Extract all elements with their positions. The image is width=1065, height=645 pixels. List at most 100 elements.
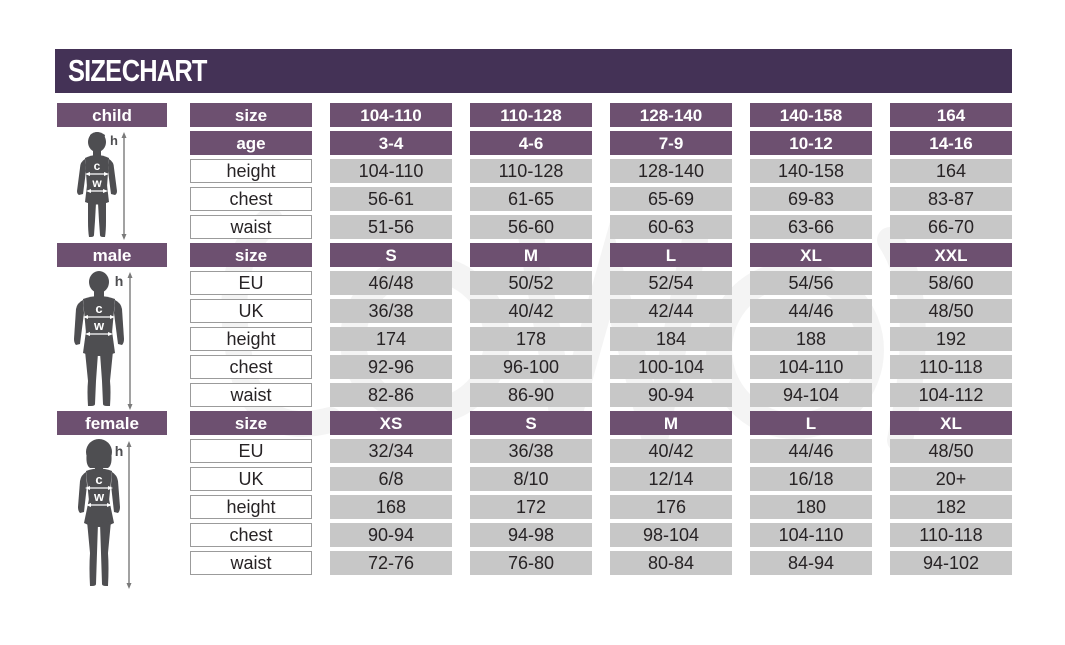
child-waist-value-3: 63-66: [750, 215, 872, 239]
male-UK-value-0: 36/38: [330, 299, 452, 323]
female-row-label-size: size: [190, 411, 312, 435]
male-size-value-0: S: [330, 243, 452, 267]
child-size-value-1: 110-128: [470, 103, 592, 127]
female-waist-value-0: 72-76: [330, 551, 452, 575]
female-chest-value-3: 104-110: [750, 523, 872, 547]
svg-text:c: c: [95, 472, 102, 487]
child-chest-value-0: 56-61: [330, 187, 452, 211]
child-silhouette: c w h: [77, 132, 127, 240]
child-age-value-2: 7-9: [610, 131, 732, 155]
section-label-female: female: [57, 411, 167, 435]
female-UK-value-1: 8/10: [470, 467, 592, 491]
female-height-value-2: 176: [610, 495, 732, 519]
child-chest-value-4: 83-87: [890, 187, 1012, 211]
female-EU-value-4: 48/50: [890, 439, 1012, 463]
child-height-value-1: 110-128: [470, 159, 592, 183]
section-female: female size XS S M L XL EU 32/34 36/38 40/42 44/46 4…: [57, 411, 1012, 589]
male-row-label-EU: EU: [190, 271, 312, 295]
child-height-value-2: 128-140: [610, 159, 732, 183]
female-height-value-1: 172: [470, 495, 592, 519]
female-EU-value-0: 32/34: [330, 439, 452, 463]
svg-text:c: c: [94, 159, 101, 173]
child-size-row: child size 104-110 110-128 128-140 140-158 164: [57, 103, 1012, 127]
male-chest-value-2: 100-104: [610, 355, 732, 379]
female-chest-value-4: 110-118: [890, 523, 1012, 547]
female-chest-value-2: 98-104: [610, 523, 732, 547]
female-size-value-3: L: [750, 411, 872, 435]
male-size-value-1: M: [470, 243, 592, 267]
svg-text:w: w: [93, 489, 105, 504]
female-row-label-waist: waist: [190, 551, 312, 575]
male-waist-value-2: 90-94: [610, 383, 732, 407]
male-waist-value-1: 86-90: [470, 383, 592, 407]
female-EU-row: EU 32/34 36/38 40/42 44/46 48/50: [57, 439, 1012, 463]
male-UK-value-1: 40/42: [470, 299, 592, 323]
female-size-value-1: S: [470, 411, 592, 435]
child-size-value-4: 164: [890, 103, 1012, 127]
female-EU-value-2: 40/42: [610, 439, 732, 463]
child-age-value-0: 3-4: [330, 131, 452, 155]
child-size-value-0: 104-110: [330, 103, 452, 127]
male-row-label-size: size: [190, 243, 312, 267]
title-bar: SIZE CHART: [55, 49, 1012, 93]
child-waist-value-0: 51-56: [330, 215, 452, 239]
child-height-value-3: 140-158: [750, 159, 872, 183]
child-age-row: age 3-4 4-6 7-9 10-12 14-16: [57, 131, 1012, 155]
size-table: child size 104-110 110-128 128-140 140-158 164…: [57, 103, 1012, 589]
female-UK-row: UK 6/8 8/10 12/14 16/18 20+: [57, 467, 1012, 491]
male-height-value-2: 184: [610, 327, 732, 351]
child-rows: child size 104-110 110-128 128-140 140-158 164…: [57, 103, 1012, 239]
child-chest-value-1: 61-65: [470, 187, 592, 211]
female-UK-value-4: 20+: [890, 467, 1012, 491]
female-size-value-4: XL: [890, 411, 1012, 435]
female-chest-value-1: 94-98: [470, 523, 592, 547]
male-height-value-1: 178: [470, 327, 592, 351]
male-EU-value-4: 58/60: [890, 271, 1012, 295]
child-age-value-3: 10-12: [750, 131, 872, 155]
male-row-label-waist: waist: [190, 383, 312, 407]
page-title: SIZE CHART: [68, 53, 207, 88]
female-height-value-0: 168: [330, 495, 452, 519]
male-EU-value-3: 54/56: [750, 271, 872, 295]
child-age-value-1: 4-6: [470, 131, 592, 155]
female-waist-value-4: 94-102: [890, 551, 1012, 575]
svg-text:w: w: [91, 176, 102, 190]
male-silhouette: c w h: [74, 271, 133, 410]
male-waist-value-3: 94-104: [750, 383, 872, 407]
female-chest-row: chest 90-94 94-98 98-104 104-110 110-118: [57, 523, 1012, 547]
child-size-value-3: 140-158: [750, 103, 872, 127]
child-waist-value-2: 60-63: [610, 215, 732, 239]
male-row-label-chest: chest: [190, 355, 312, 379]
svg-text:h: h: [115, 273, 124, 289]
child-waist-row: waist 51-56 56-60 60-63 63-66 66-70: [57, 215, 1012, 239]
section-label-male: male: [57, 243, 167, 267]
male-UK-value-2: 42/44: [610, 299, 732, 323]
child-row-label-chest: chest: [190, 187, 312, 211]
male-row-label-height: height: [190, 327, 312, 351]
male-EU-value-2: 52/54: [610, 271, 732, 295]
male-UK-value-3: 44/46: [750, 299, 872, 323]
child-height-row: height 104-110 110-128 128-140 140-158 164: [57, 159, 1012, 183]
female-waist-value-1: 76-80: [470, 551, 592, 575]
male-UK-row: UK 36/38 40/42 42/44 44/46 48/50: [57, 299, 1012, 323]
child-chest-value-3: 69-83: [750, 187, 872, 211]
female-row-label-UK: UK: [190, 467, 312, 491]
child-row-label-age: age: [190, 131, 312, 155]
male-EU-value-1: 50/52: [470, 271, 592, 295]
child-chest-row: chest 56-61 61-65 65-69 69-83 83-87: [57, 187, 1012, 211]
male-height-value-3: 188: [750, 327, 872, 351]
child-row-label-waist: waist: [190, 215, 312, 239]
svg-text:h: h: [115, 443, 124, 459]
child-row-label-height: height: [190, 159, 312, 183]
female-size-row: female size XS S M L XL: [57, 411, 1012, 435]
child-waist-value-1: 56-60: [470, 215, 592, 239]
child-chest-value-2: 65-69: [610, 187, 732, 211]
female-UK-value-0: 6/8: [330, 467, 452, 491]
male-size-value-4: XXL: [890, 243, 1012, 267]
male-chest-value-4: 110-118: [890, 355, 1012, 379]
section-label-child: child: [57, 103, 167, 127]
child-row-label-size: size: [190, 103, 312, 127]
section-child: child size 104-110 110-128 128-140 140-158 164…: [57, 103, 1012, 240]
male-height-value-4: 192: [890, 327, 1012, 351]
male-size-row: male size S M L XL XXL: [57, 243, 1012, 267]
